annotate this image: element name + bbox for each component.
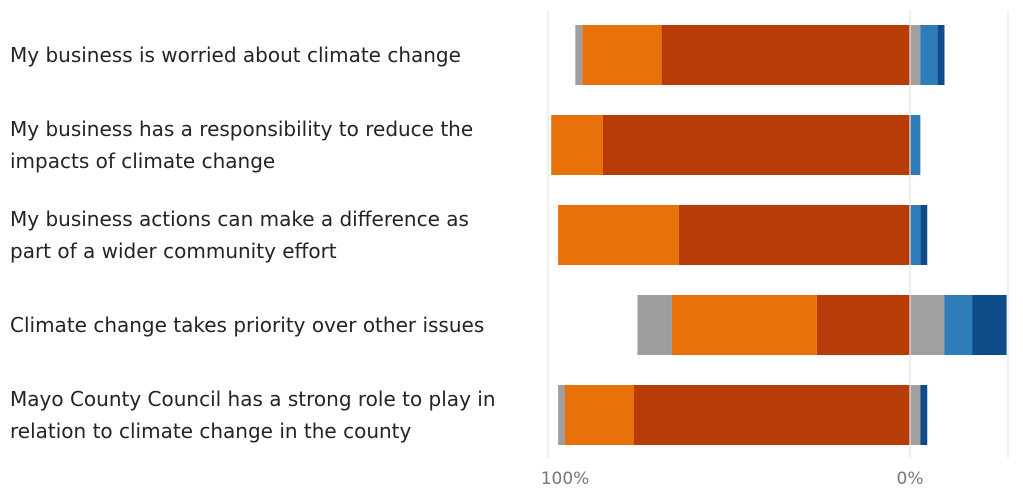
bar-segment-row5-series3[interactable] (558, 385, 565, 445)
bar-segment-row5-series6[interactable] (920, 385, 928, 445)
bar-segment-row4-series5[interactable] (944, 295, 973, 355)
bar-segment-row4-series1[interactable] (816, 295, 910, 355)
bar-segment-row3-series2[interactable] (558, 205, 679, 265)
bar-segment-row1-series1[interactable] (661, 25, 910, 85)
bar-segment-row4-series4[interactable] (910, 295, 945, 355)
category-label: Mayo County Council has a strong role to… (10, 387, 496, 443)
bar-segment-row2-series1[interactable] (602, 115, 910, 175)
bar-segment-row1-series6[interactable] (937, 25, 945, 85)
bar-segment-row1-series5[interactable] (920, 25, 938, 85)
bar-segment-row4-series6[interactable] (972, 295, 1007, 355)
category-label: My business is worried about climate cha… (10, 43, 461, 67)
bar-segment-row5-series1[interactable] (634, 385, 910, 445)
bar-segment-row1-series3[interactable] (575, 25, 583, 85)
category-label: My business has a responsibility to redu… (10, 117, 474, 173)
bar-segment-row1-series2[interactable] (582, 25, 662, 85)
category-label: Climate change takes priority over other… (10, 313, 485, 337)
bar-segment-row2-series2[interactable] (551, 115, 603, 175)
bar-segment-row4-series3[interactable] (637, 295, 672, 355)
bar-segment-row2-series5[interactable] (910, 115, 921, 175)
bar-segment-row3-series5[interactable] (910, 205, 921, 265)
bar-segment-row4-series2[interactable] (671, 295, 817, 355)
bar-segment-row5-series4[interactable] (910, 385, 921, 445)
bar-segment-row1-series4[interactable] (910, 25, 921, 85)
bar-segment-row3-series6[interactable] (920, 205, 928, 265)
bar-segment-row3-series1[interactable] (678, 205, 910, 265)
x-tick-label: 0% (897, 469, 924, 489)
category-label: My business actions can make a differenc… (10, 207, 469, 263)
bar-segment-row5-series2[interactable] (565, 385, 634, 445)
x-tick-label: 100% (541, 469, 590, 489)
